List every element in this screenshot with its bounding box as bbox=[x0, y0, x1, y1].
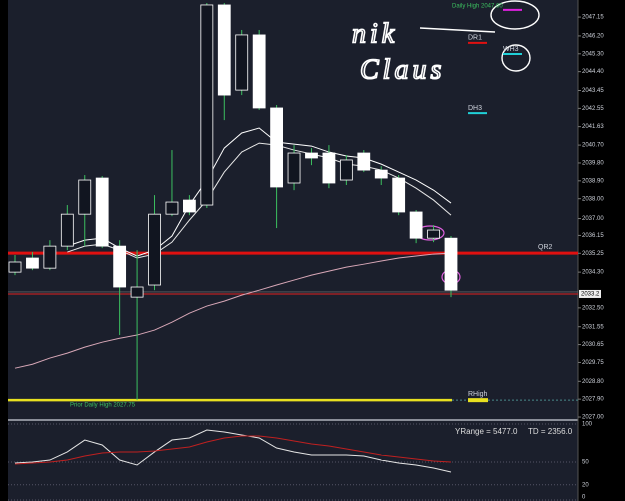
candle-body bbox=[182, 199, 196, 213]
price-badge bbox=[579, 289, 601, 298]
candle-body bbox=[130, 286, 144, 298]
note: Daily High 2047.60 bbox=[452, 4, 503, 10]
candle-body bbox=[95, 177, 109, 247]
y2-tick-label: 100 bbox=[582, 422, 593, 428]
circle bbox=[501, 44, 531, 72]
y2-tick-label: 50 bbox=[582, 460, 589, 466]
y-tick-label: 2043.45 bbox=[582, 88, 604, 94]
candle-body bbox=[374, 169, 388, 179]
y-tick-label: 2028.80 bbox=[582, 379, 604, 385]
y-tick-label: 2036.15 bbox=[582, 233, 604, 239]
y-tick-label: 2047.15 bbox=[582, 15, 604, 21]
y-tick-label: 2035.25 bbox=[582, 251, 604, 257]
y-tick-label: 2030.65 bbox=[582, 342, 604, 348]
level-label: WH3 bbox=[503, 46, 519, 53]
candle-body bbox=[305, 152, 318, 159]
indicator-text: TD = 2356.0 bbox=[528, 427, 573, 436]
y-tick-label: 2041.63 bbox=[582, 124, 604, 130]
y-tick-label: 2038.90 bbox=[582, 178, 604, 184]
y2-tick-label: 0 bbox=[582, 495, 586, 501]
y-tick-label: 2027.90 bbox=[582, 397, 604, 403]
candle-body bbox=[270, 107, 284, 188]
candle-body bbox=[8, 261, 22, 273]
y-tick-label: 2042.55 bbox=[582, 106, 604, 112]
level-marker bbox=[468, 398, 488, 403]
candle-body bbox=[43, 245, 57, 269]
y-tick-label: 2031.55 bbox=[582, 324, 604, 330]
candle-body bbox=[322, 152, 336, 184]
candle-body bbox=[165, 201, 179, 215]
indicator-line bbox=[14, 429, 452, 473]
candle-body bbox=[357, 152, 371, 171]
candle-body bbox=[200, 4, 214, 206]
y2-tick-label: 20 bbox=[582, 482, 589, 488]
y-tick-label: 2046.20 bbox=[582, 34, 604, 40]
y-tick-label: 2038.00 bbox=[582, 196, 604, 202]
indicator-text: YRange = 5477.0 bbox=[455, 427, 518, 436]
candle-body bbox=[148, 213, 161, 286]
candle-body bbox=[392, 177, 406, 213]
candle-body bbox=[339, 159, 353, 181]
handwriting: Claus bbox=[360, 54, 445, 85]
stroke bbox=[419, 27, 496, 33]
moving-average bbox=[14, 252, 452, 369]
level-label: RHigh bbox=[468, 391, 488, 398]
moving-average bbox=[67, 127, 452, 257]
y-tick-label: 2045.30 bbox=[582, 51, 604, 57]
price-label: 2033.2 bbox=[581, 292, 600, 298]
y-tick-label: 2044.40 bbox=[582, 69, 604, 75]
y-tick-label: 2032.50 bbox=[582, 305, 604, 311]
candle-body bbox=[235, 34, 249, 91]
candle-body bbox=[252, 34, 266, 109]
candle-body bbox=[78, 179, 92, 215]
level-label: DR1 bbox=[468, 35, 482, 42]
level-label: QR2 bbox=[538, 244, 553, 251]
handwriting: nik bbox=[352, 18, 398, 49]
y-tick-label: 2029.75 bbox=[582, 360, 604, 366]
annotations: nik Claus Daily High 2047.60 Prior Daily… bbox=[70, 0, 573, 436]
candle-body bbox=[113, 245, 127, 288]
candle-body bbox=[26, 257, 39, 269]
candle-body bbox=[444, 237, 458, 291]
candle-body bbox=[427, 229, 440, 239]
y-tick-label: 2040.70 bbox=[582, 143, 604, 149]
y-tick-label: 2039.80 bbox=[582, 161, 604, 167]
candle-body bbox=[287, 152, 301, 184]
y-tick-label: 2034.30 bbox=[582, 270, 604, 276]
note: Prior Daily High 2027.75 bbox=[70, 403, 136, 409]
indicator-line bbox=[14, 435, 452, 465]
y-tick-label: 2027.00 bbox=[582, 415, 604, 421]
plot-background bbox=[8, 0, 578, 501]
candle-body bbox=[409, 211, 423, 239]
candle-body bbox=[217, 4, 231, 96]
y-tick-label: 2037.00 bbox=[582, 216, 604, 222]
circle bbox=[490, 0, 540, 30]
candle-body bbox=[60, 213, 74, 247]
level-label: DH3 bbox=[468, 105, 482, 112]
